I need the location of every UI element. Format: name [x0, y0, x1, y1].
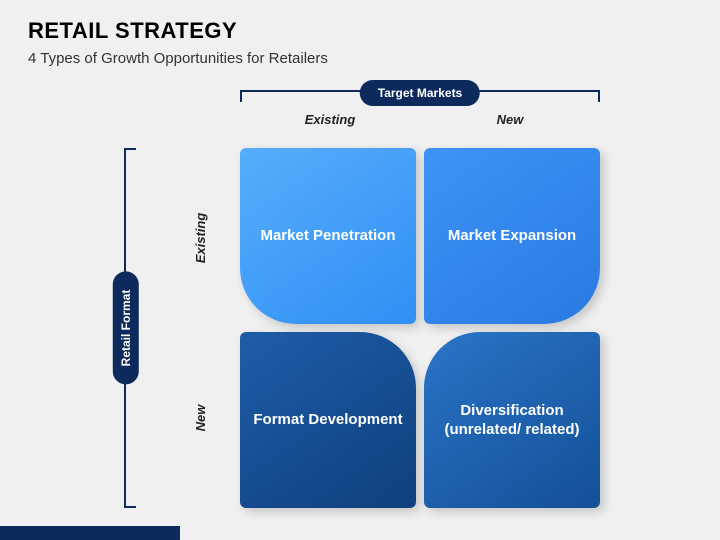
footer-accent-bar [0, 526, 180, 540]
top-axis-label: Target Markets [360, 80, 480, 106]
top-axis: Target Markets [240, 76, 600, 112]
cell-format-development: Format Development [240, 332, 416, 508]
cell-diversification: Diversification (unrelated/ related) [424, 332, 600, 508]
cell-market-expansion: Market Expansion [424, 148, 600, 324]
growth-matrix-diagram: Target Markets Existing New Retail Forma… [0, 70, 720, 520]
top-option-existing: Existing [240, 112, 420, 127]
top-option-new: New [420, 112, 600, 127]
left-axis-options: Existing New [180, 148, 220, 508]
page-subtitle: 4 Types of Growth Opportunities for Reta… [28, 50, 692, 67]
page-title: RETAIL STRATEGY [28, 18, 692, 44]
left-axis: Retail Format [110, 148, 146, 508]
matrix-grid: Market Penetration Market Expansion Form… [240, 148, 600, 508]
header: RETAIL STRATEGY 4 Types of Growth Opport… [0, 0, 720, 75]
cell-market-penetration: Market Penetration [240, 148, 416, 324]
top-axis-options: Existing New [240, 112, 600, 127]
left-axis-label: Retail Format [113, 272, 139, 385]
